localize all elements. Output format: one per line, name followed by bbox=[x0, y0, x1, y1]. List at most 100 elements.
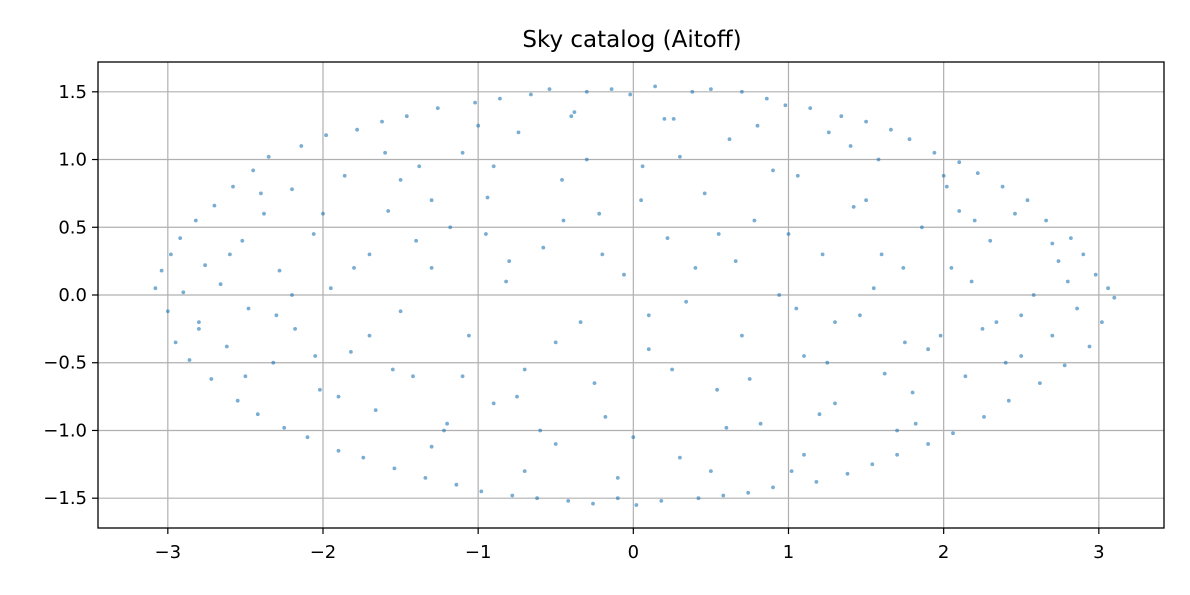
scatter-point bbox=[197, 320, 201, 324]
scatter-point bbox=[259, 191, 263, 196]
scatter-point bbox=[460, 374, 465, 379]
scatter-point bbox=[566, 499, 571, 503]
scatter-point bbox=[1069, 236, 1073, 241]
scatter-point bbox=[1093, 272, 1098, 277]
scatter-point bbox=[789, 469, 794, 473]
scatter-point bbox=[913, 421, 918, 426]
scatter-point bbox=[1065, 279, 1070, 284]
scatter-point bbox=[709, 87, 713, 91]
scatter-point bbox=[209, 377, 214, 381]
scatter-point bbox=[901, 266, 906, 270]
scatter-point bbox=[178, 236, 183, 241]
scatter-point bbox=[448, 225, 453, 230]
scatter-point bbox=[1087, 344, 1092, 349]
scatter-point bbox=[1062, 363, 1067, 368]
scatter-point bbox=[1044, 218, 1048, 223]
scatter-point bbox=[659, 499, 664, 503]
scatter-point bbox=[671, 117, 676, 121]
scatter-point bbox=[1106, 286, 1110, 291]
scatter-point bbox=[755, 123, 760, 128]
scatter-point bbox=[197, 327, 201, 331]
scatter-point bbox=[895, 428, 899, 433]
scatter-point bbox=[561, 218, 566, 223]
scatter-point bbox=[173, 340, 178, 345]
scatter-point bbox=[771, 485, 775, 490]
scatter-point bbox=[615, 476, 620, 480]
scatter-point bbox=[870, 462, 875, 467]
scatter-point bbox=[851, 205, 856, 209]
scatter-point bbox=[445, 421, 449, 426]
scatter-point bbox=[879, 252, 884, 257]
scatter-point bbox=[783, 103, 788, 108]
scatter-point bbox=[1003, 360, 1008, 365]
scatter-point bbox=[825, 360, 830, 365]
scatter-point bbox=[569, 114, 574, 119]
scatter-point bbox=[1056, 259, 1061, 263]
scatter-point bbox=[592, 381, 597, 385]
scatter-point bbox=[187, 358, 192, 362]
scatter-point bbox=[529, 92, 533, 97]
scatter-point bbox=[228, 252, 232, 257]
scatter-point bbox=[771, 168, 775, 173]
scatter-point bbox=[324, 133, 328, 138]
y-tick-label: −0.5 bbox=[43, 353, 87, 374]
scatter-point bbox=[553, 340, 558, 345]
scatter-point bbox=[522, 367, 527, 372]
scatter-point bbox=[231, 184, 235, 189]
scatter-point bbox=[938, 333, 943, 338]
scatter-point bbox=[777, 293, 782, 297]
scatter-point bbox=[709, 469, 713, 473]
scatter-point bbox=[243, 374, 248, 379]
scatter-point bbox=[839, 114, 844, 119]
scatter-point bbox=[833, 320, 837, 324]
y-tick-label: 0.5 bbox=[58, 217, 87, 238]
scatter-point bbox=[240, 238, 245, 243]
scatter-point bbox=[349, 350, 353, 354]
scatter-point bbox=[1000, 184, 1005, 189]
scatter-point bbox=[429, 444, 434, 449]
scatter-point bbox=[560, 178, 564, 182]
scatter-point bbox=[678, 154, 682, 159]
scatter-point bbox=[724, 425, 729, 430]
scatter-point bbox=[949, 266, 954, 270]
scatter-point bbox=[1013, 211, 1017, 216]
scatter-point bbox=[603, 415, 608, 419]
scatter-point bbox=[639, 198, 643, 203]
x-tick-label: 0 bbox=[628, 542, 639, 563]
scatter-point bbox=[572, 110, 577, 114]
scatter-point bbox=[1050, 333, 1055, 338]
scatter-point bbox=[848, 144, 853, 148]
y-tick-label: 1.5 bbox=[58, 82, 87, 103]
scatter-point bbox=[271, 360, 276, 365]
scatter-point bbox=[1025, 198, 1030, 203]
scatter-point bbox=[696, 496, 701, 501]
scatter-point bbox=[678, 455, 682, 460]
scatter-point bbox=[646, 313, 651, 318]
scatter-point bbox=[747, 377, 752, 381]
scatter-point bbox=[504, 279, 508, 284]
scatter-point bbox=[293, 327, 297, 331]
scatter-point bbox=[305, 435, 310, 440]
scatter-point bbox=[251, 168, 256, 173]
scatter-point bbox=[733, 259, 738, 263]
scatter-point bbox=[982, 415, 986, 419]
scatter-point bbox=[414, 238, 418, 243]
y-tick-label: 1.0 bbox=[58, 150, 87, 171]
scatter-point bbox=[794, 306, 799, 311]
scatter-point bbox=[975, 171, 980, 176]
scatter-point bbox=[290, 187, 294, 192]
scatter-point bbox=[578, 320, 583, 324]
scatter-point bbox=[553, 442, 558, 446]
scatter-point bbox=[246, 306, 251, 311]
x-tick-label: −3 bbox=[155, 542, 182, 563]
scatter-point bbox=[522, 469, 527, 473]
scatter-point bbox=[1006, 398, 1011, 403]
scatter-point bbox=[1019, 313, 1024, 318]
scatter-point bbox=[313, 354, 318, 358]
scatter-point bbox=[795, 173, 800, 178]
scatter-point bbox=[299, 144, 304, 148]
scatter-point bbox=[903, 340, 907, 345]
x-tick-label: −1 bbox=[465, 542, 492, 563]
y-tick-label: −1.0 bbox=[43, 420, 87, 441]
